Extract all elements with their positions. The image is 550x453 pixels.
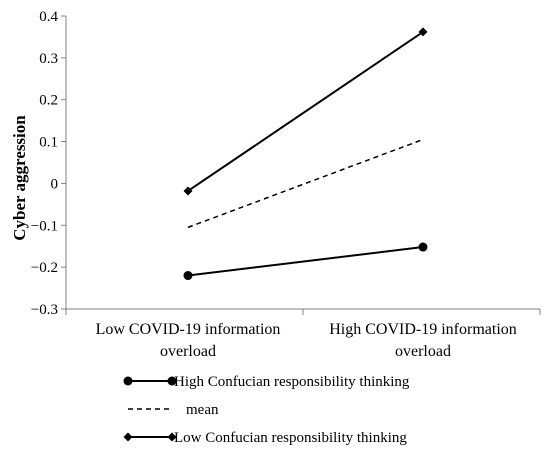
series-line — [187, 31, 424, 192]
x-category-label: High COVID-19 information overload — [329, 321, 517, 360]
y-tick-label: −0.3 — [31, 302, 58, 318]
data-point — [418, 27, 428, 37]
legend-label: mean — [186, 402, 219, 418]
legend-item: High Confucian responsibility thinking — [123, 374, 410, 390]
chart-axes — [65, 16, 541, 315]
y-tick-label: 0.2 — [39, 93, 58, 109]
x-category-label: Low COVID-19 information overload — [96, 321, 281, 360]
legend-marker — [167, 432, 177, 442]
y-tick-label: 0.4 — [39, 9, 58, 25]
series-line — [187, 246, 424, 277]
legend-marker — [167, 376, 177, 386]
legend-marker — [123, 432, 133, 442]
y-tick-label: 0.3 — [39, 51, 58, 67]
y-tick-label: −0.2 — [31, 260, 58, 276]
series-0 — [183, 242, 428, 281]
y-tick-label: 0.1 — [39, 135, 58, 151]
data-point — [418, 242, 428, 252]
x-axis-category-labels: Low COVID-19 information overload High COV… — [96, 321, 517, 360]
chart-legend: High Confucian responsibility thinking me… — [123, 374, 410, 446]
y-axis-title: Cyber aggression — [10, 115, 29, 241]
series-2 — [183, 27, 428, 196]
series-line — [187, 138, 424, 229]
y-axis-ticks: 0.4 0.3 0.2 0.1 0 −0.1 −0.2 −0.3 — [31, 9, 66, 318]
data-point — [183, 186, 193, 196]
y-tick-label: −0.1 — [31, 218, 58, 234]
legend-label: Low Confucian responsibility thinking — [174, 430, 407, 446]
legend-marker — [123, 376, 133, 386]
series-1 — [187, 138, 424, 229]
data-point — [183, 271, 193, 281]
legend-item: mean — [128, 402, 219, 418]
legend-label: High Confucian responsibility thinking — [174, 374, 410, 390]
chart-series — [183, 27, 428, 281]
y-tick-label: 0 — [51, 176, 59, 192]
legend-item: Low Confucian responsibility thinking — [123, 430, 407, 446]
